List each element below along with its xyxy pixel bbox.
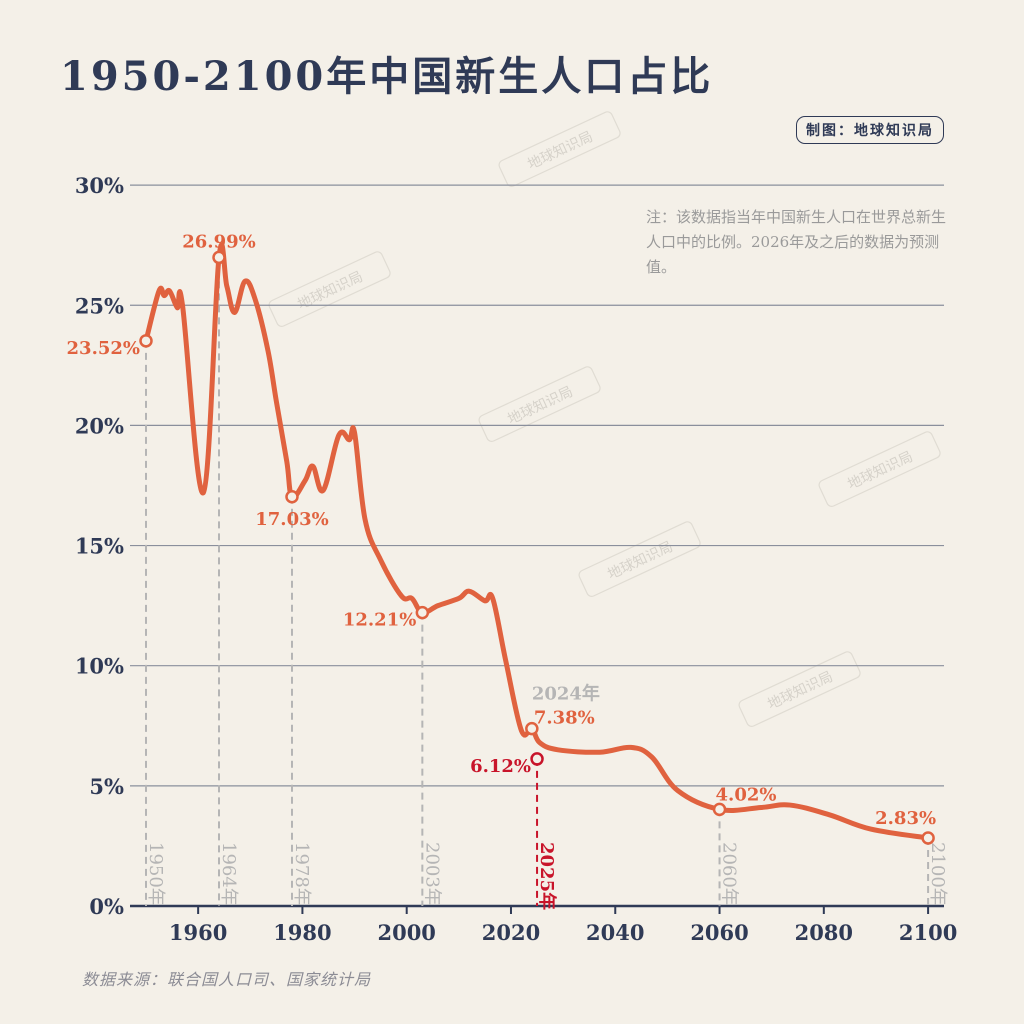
data-point-marker — [212, 250, 226, 265]
year-label: 1978年 — [291, 842, 312, 906]
x-tick-label: 2000 — [377, 920, 435, 945]
year-label: 1950年 — [145, 842, 166, 906]
data-label: 7.38% — [534, 708, 595, 729]
data-point-marker — [285, 490, 299, 504]
data-label: 12.21% — [343, 610, 416, 631]
x-tick-label: 2020 — [482, 920, 540, 945]
watermark-box — [738, 651, 861, 727]
watermark: 地球知识局 — [268, 251, 391, 327]
data-label: 26.99% — [182, 231, 255, 252]
chart-note: 注：该数据指当年中国新生人口在世界总新生人口中的比例。2026年及之后的数据为预… — [646, 208, 947, 276]
x-tick-label: 2080 — [795, 920, 853, 945]
series-line — [143, 242, 931, 841]
watermark-text: 地球知识局 — [845, 448, 916, 493]
watermark: 地球知识局 — [818, 431, 941, 507]
y-tick-label: 5% — [89, 774, 124, 799]
credit-badge: 制图：地球知识局 — [796, 116, 944, 144]
y-tick-label: 20% — [75, 413, 124, 438]
data-point-marker — [139, 334, 153, 348]
watermark-box — [498, 111, 621, 187]
watermark: 地球知识局 — [578, 521, 701, 597]
data-label: 6.12% — [470, 756, 531, 777]
watermark: 地球知识局 — [738, 651, 861, 727]
year-label: 2003年 — [421, 842, 442, 906]
watermark: 地球知识局 — [478, 366, 601, 442]
year-label: 2100年 — [927, 842, 948, 906]
watermark-box — [818, 431, 941, 507]
y-tick-label: 30% — [75, 173, 124, 198]
data-point-marker — [530, 752, 544, 766]
year-label: 1964年 — [218, 842, 239, 906]
x-tick-label: 2060 — [690, 920, 748, 945]
x-tick-label: 2100 — [899, 920, 957, 945]
watermark-text: 地球知识局 — [765, 668, 836, 713]
year-label: 2025年 — [536, 842, 558, 910]
watermark-text: 地球知识局 — [505, 383, 576, 428]
data-label: 2.83% — [875, 808, 936, 829]
y-tick-label: 0% — [89, 894, 124, 919]
data-label: 4.02% — [716, 784, 777, 805]
year-label: 2024年 — [532, 683, 600, 705]
data-point-marker — [415, 605, 430, 620]
y-tick-label: 10% — [75, 654, 124, 679]
watermark-text: 地球知识局 — [295, 268, 366, 313]
watermark: 地球知识局 — [498, 111, 621, 187]
data-point-marker — [525, 721, 539, 736]
x-tick-label: 1960 — [169, 920, 227, 945]
chart-title: 1950-2100年中国新生人口占比 — [60, 53, 714, 100]
y-tick-label: 15% — [75, 534, 124, 559]
data-label: 17.03% — [255, 509, 328, 530]
y-tick-label: 25% — [75, 293, 124, 318]
data-source: 数据来源：联合国人口司、国家统计局 — [82, 970, 372, 989]
x-tick-label: 1980 — [273, 920, 331, 945]
watermark-box — [578, 521, 701, 597]
year-label: 2060年 — [719, 842, 740, 906]
watermark-text: 地球知识局 — [605, 538, 676, 583]
data-point-marker — [921, 831, 935, 845]
x-tick-label: 2040 — [586, 920, 644, 945]
data-point-marker — [712, 802, 727, 817]
watermark-box — [268, 251, 391, 327]
watermark-text: 地球知识局 — [525, 128, 596, 173]
watermark-box — [478, 366, 601, 442]
data-label: 23.52% — [67, 338, 140, 359]
